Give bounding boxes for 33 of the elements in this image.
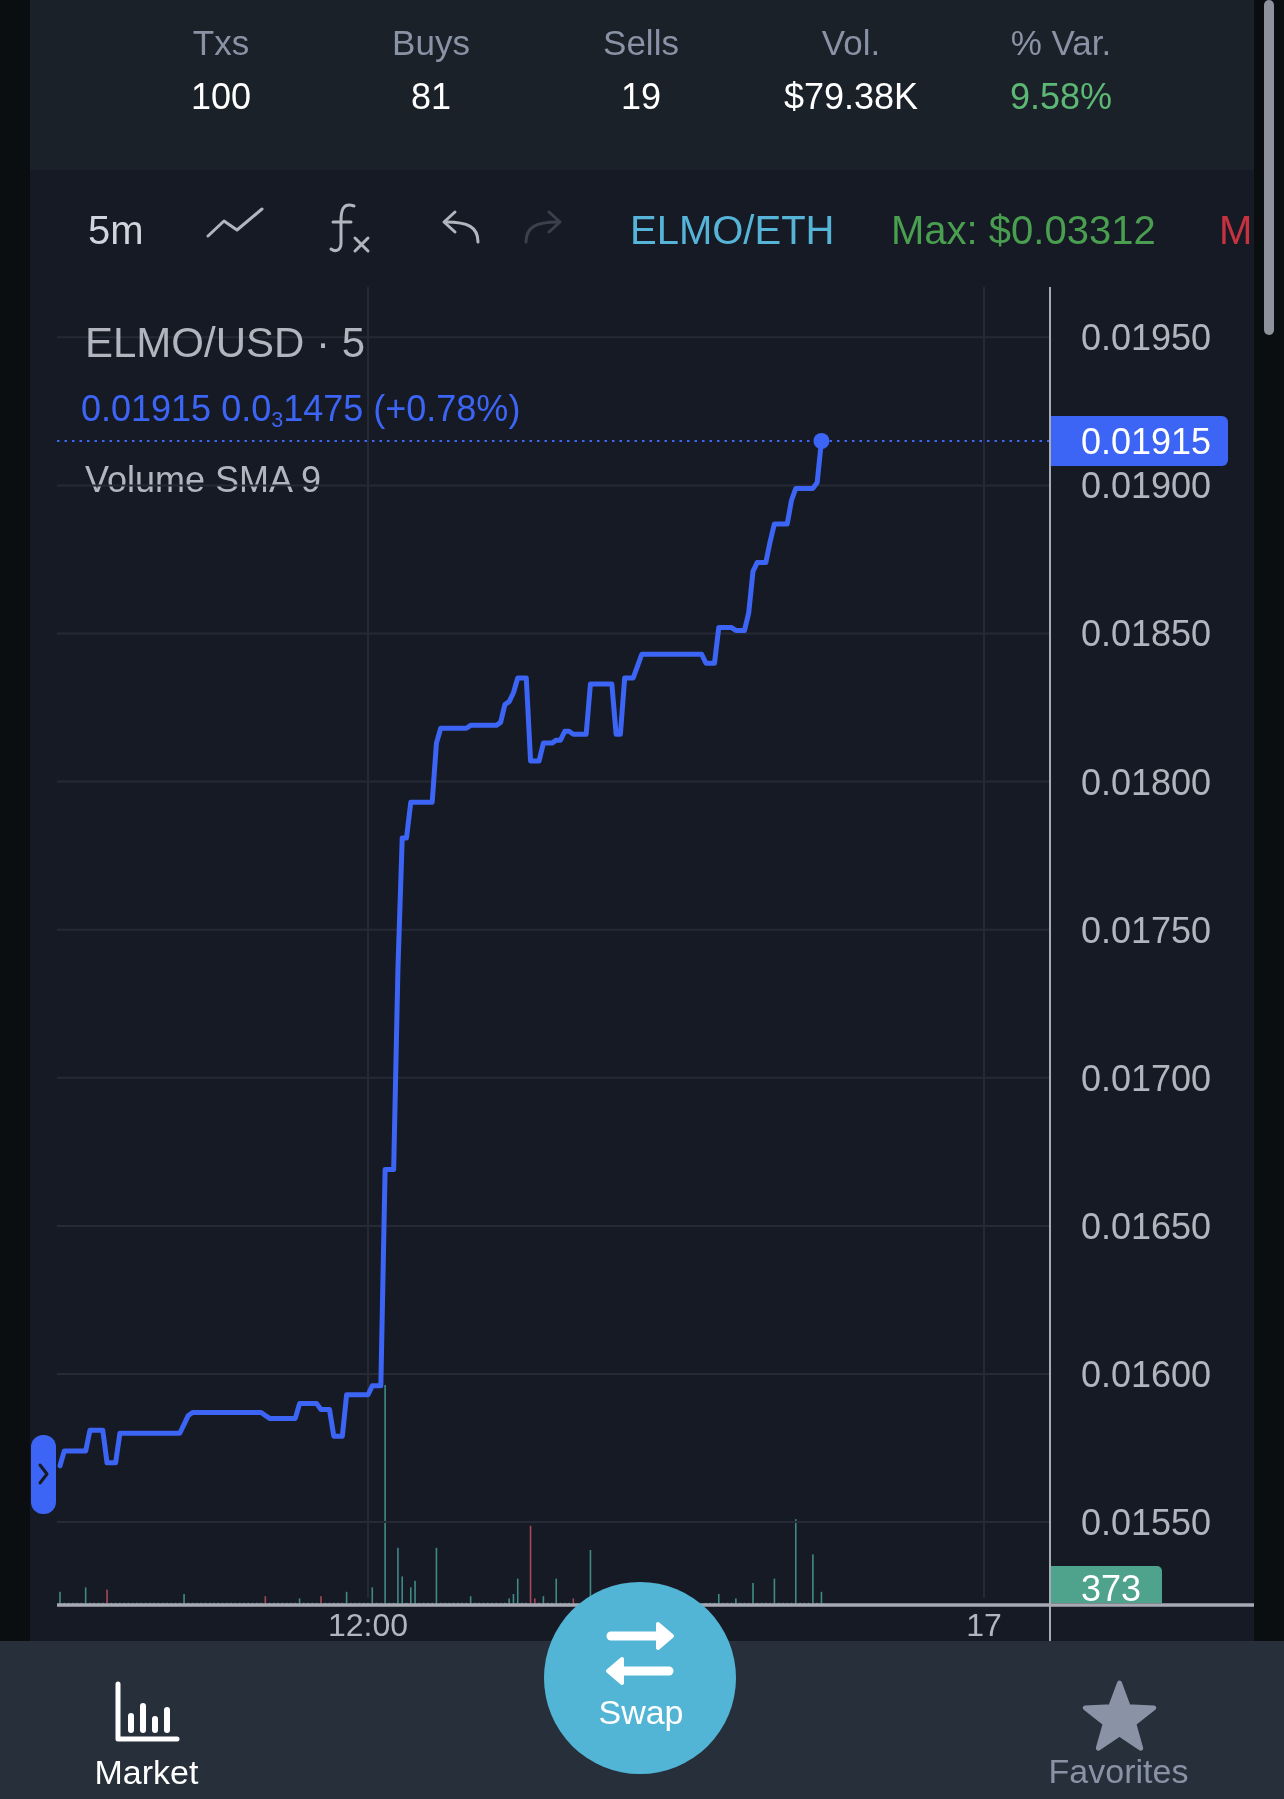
category-label: Sells — [603, 23, 679, 62]
category-label: Txs — [192, 23, 250, 62]
text: 0.01915 0.0$_{3}$1475 (+0.78%) — [81, 388, 521, 432]
y-tick-label: 0.01800 — [1081, 761, 1212, 803]
text: 9.58% — [1009, 76, 1113, 117]
text: ELMO/USD · 5 — [85, 319, 366, 366]
text: M — [1219, 208, 1253, 252]
text: 373 — [1081, 1567, 1142, 1609]
text: $79.38K — [783, 76, 919, 117]
y-tick-label: 0.01550 — [1081, 1502, 1212, 1544]
chart-title: Volume SMA 9 — [85, 459, 322, 500]
text: 19 — [620, 76, 662, 117]
y-tick-label: 0.01950 — [1081, 317, 1212, 359]
y-tick-label: 0.01850 — [1081, 613, 1212, 655]
text: Favorites — [1048, 1752, 1189, 1790]
x-tick-label: 12:00 — [327, 1607, 409, 1643]
y-tick-label: 0.01600 — [1081, 1353, 1212, 1395]
text: Market — [94, 1753, 199, 1791]
text: 100 — [190, 76, 252, 117]
text: 81 — [410, 76, 452, 117]
category-label: Buys — [392, 23, 470, 62]
y-tick-label: 0.01900 — [1081, 465, 1212, 507]
text: ELMO/ETH — [630, 208, 835, 252]
category-label: % Var. — [1010, 23, 1112, 62]
category-label: Vol. — [821, 23, 881, 62]
y-tick-label: 0.01650 — [1081, 1205, 1212, 1247]
text: 5m — [88, 208, 144, 252]
text: Max: $0.03312 — [891, 208, 1156, 252]
y-tick-label: 0.01750 — [1081, 909, 1212, 951]
y-tick-label: 0.01700 — [1081, 1057, 1212, 1099]
ref-line-label: 0.01915 — [1081, 420, 1212, 462]
text: Swap — [598, 1693, 684, 1731]
x-tick-label: 17 — [966, 1607, 1002, 1643]
